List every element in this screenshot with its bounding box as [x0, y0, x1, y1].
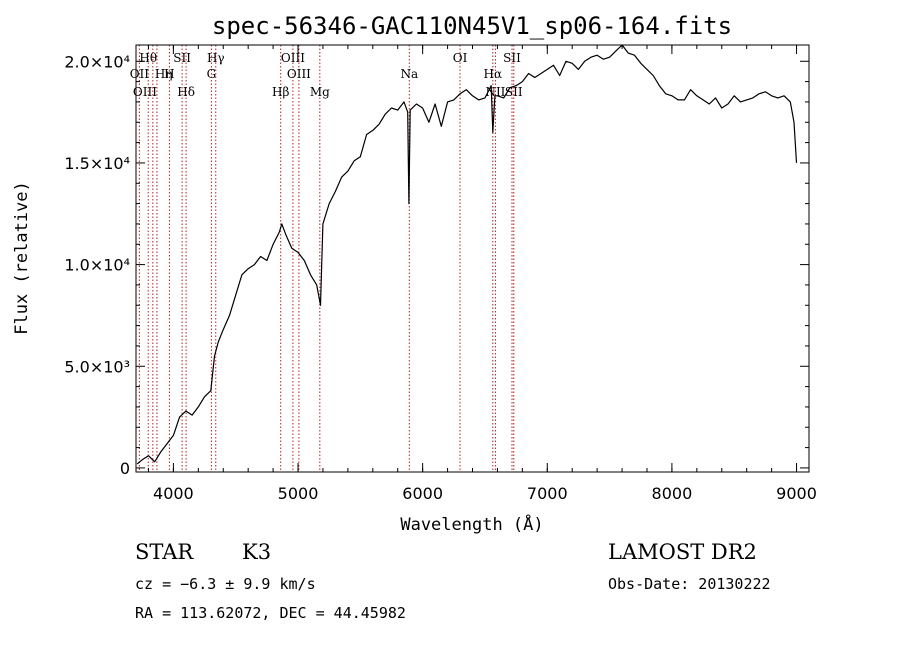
line-label-5: H	[164, 67, 174, 81]
y-tick-label: 1.5×10⁴	[64, 154, 130, 173]
x-tick-label: 8000	[652, 484, 693, 503]
class-label: STAR	[135, 540, 194, 564]
series-layer	[136, 44, 798, 465]
x-axis-label: Wavelength (Å)	[400, 513, 543, 535]
spectral-line-markers	[138, 45, 515, 472]
line-label-9: Hβ	[272, 85, 289, 99]
survey-label: LAMOST DR2	[608, 540, 757, 564]
line-label-7: Hγ	[207, 51, 225, 65]
y-tick-label: 1.0×10⁴	[64, 256, 130, 275]
coords-text: RA = 113.62072, DEC = 44.45982	[135, 604, 406, 622]
line-label-12: Mg	[310, 85, 330, 99]
line-label-18: SII	[505, 85, 523, 99]
line-label-2: Hη	[155, 67, 173, 81]
line-label-0: Hθ	[139, 51, 157, 65]
x-tick-label: 9000	[776, 484, 817, 503]
line-label-10: OIII	[281, 51, 305, 65]
obs-date-text: Obs-Date: 20130222	[608, 575, 771, 593]
line-label-8: G	[207, 67, 217, 81]
line-label-15: Hα	[484, 67, 503, 81]
axes: 4000 5000 6000 7000 8000 9000 0 5.0×10³ 1.0×10⁴ 1…	[64, 44, 817, 503]
line-label-16: NII	[485, 85, 505, 99]
chart-title: spec-56346-GAC110N45V1_sp06-164.fits	[212, 12, 732, 40]
line-label-13: Na	[400, 67, 418, 81]
y-tick-label: 2.0×10⁴	[64, 52, 130, 71]
line-label-11: OIII	[287, 67, 311, 81]
x-tick-label: 5000	[278, 484, 319, 503]
line-label-17: SII	[503, 51, 521, 65]
y-tick-label: 0	[120, 459, 130, 478]
subclass-label: K3	[242, 540, 272, 564]
redshift-text: cz = −6.3 ± 9.9 km/s	[135, 575, 316, 593]
line-label-4: SII	[173, 51, 191, 65]
line-label-3: OIII	[133, 85, 157, 99]
line-label-6: Hδ	[177, 85, 195, 99]
y-tick-label: 5.0×10³	[64, 357, 130, 376]
plot-frame	[135, 44, 810, 473]
line-label-14: OI	[453, 51, 468, 65]
line-labels: Hθ OII Hη OIII SII HHδ Hγ G Hβ OIII OIII Mg Na OI Hα NI…	[130, 51, 523, 99]
x-tick-label: 7000	[527, 484, 568, 503]
y-axis-label: Flux (relative)	[12, 181, 32, 335]
x-tick-label: 4000	[153, 484, 194, 503]
line-label-1: OII	[130, 67, 150, 81]
spectrum-line	[136, 44, 798, 465]
x-tick-label: 6000	[402, 484, 443, 503]
